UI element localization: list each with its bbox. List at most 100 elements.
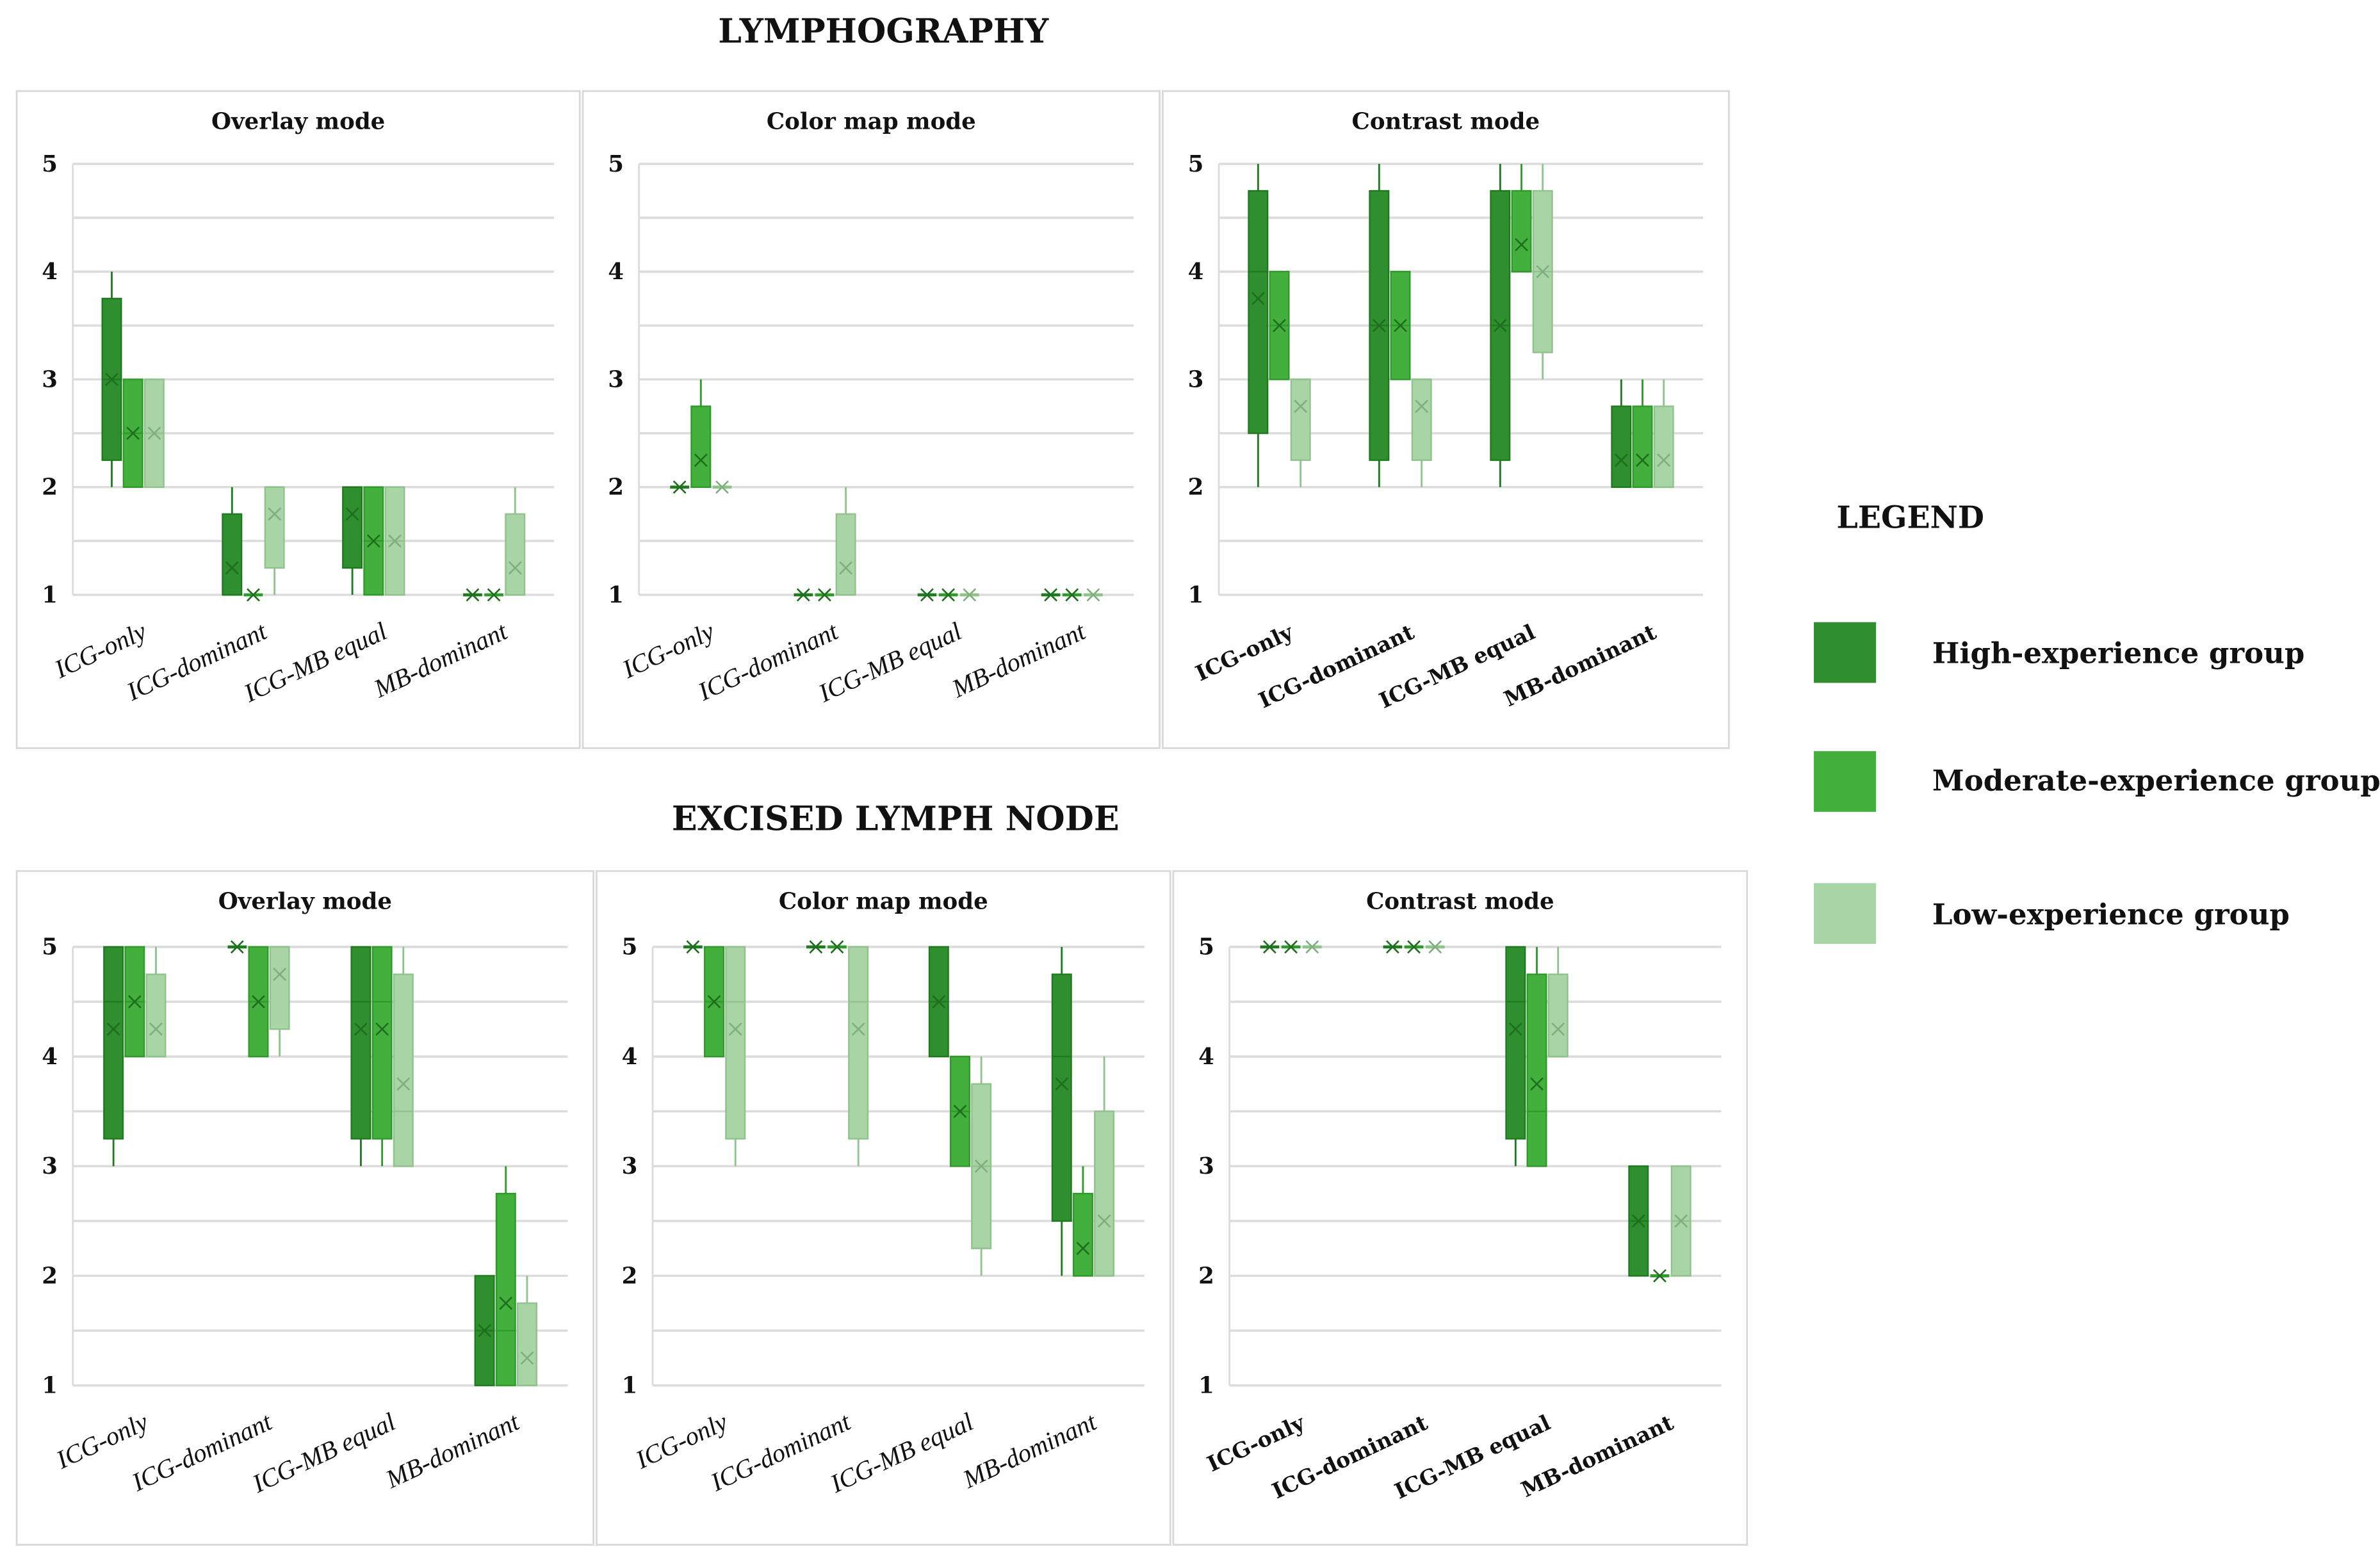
mean-marker — [707, 995, 721, 1008]
box-iqr — [1072, 1192, 1093, 1277]
box-moderate — [1526, 946, 1547, 1167]
box-moderate — [815, 588, 835, 602]
mean-marker — [466, 588, 480, 602]
box-low — [505, 487, 526, 596]
y-tick-label: 5 — [42, 934, 58, 960]
mean-marker — [126, 426, 140, 441]
legend: LEGEND High-experience group Moderate-ex… — [1814, 501, 2380, 944]
box-high — [1041, 588, 1061, 602]
panel-overlay-mode: Overlay mode12345ICG-onlyICG-dominantICG… — [15, 870, 595, 1546]
mean-marker — [1653, 1269, 1667, 1283]
mean-marker — [388, 534, 402, 548]
panel-title: Color map mode — [779, 889, 988, 915]
y-tick-label: 1 — [42, 1373, 58, 1399]
box-moderate — [1072, 1166, 1093, 1277]
box-low — [264, 486, 285, 595]
panel-contrast-mode: Contrast mode12345ICG-onlyICG-dominantIC… — [1172, 870, 1748, 1546]
mean-marker — [715, 480, 729, 494]
mean-marker — [520, 1351, 534, 1365]
box-low — [1670, 1165, 1691, 1277]
mean-marker — [499, 1296, 513, 1310]
legend-label-low: Low-experience group — [1932, 897, 2290, 931]
mean-marker — [1493, 318, 1507, 332]
box-high — [1369, 163, 1390, 487]
y-tick-label: 3 — [1198, 1153, 1214, 1179]
section-excised-lymph-node: EXCISED LYMPH NODE Overlay mode12345ICG-o… — [15, 799, 1748, 1546]
mean-marker — [818, 588, 831, 602]
y-tick-label: 2 — [42, 474, 58, 501]
box-moderate — [363, 486, 384, 596]
box-iqr — [1511, 190, 1532, 273]
box-iqr — [835, 513, 856, 596]
box-iqr — [1094, 1110, 1115, 1277]
mean-marker — [252, 995, 265, 1008]
legend-label-high: High-experience group — [1932, 636, 2304, 670]
section-title: LYMPHOGRAPHY — [718, 12, 1049, 51]
box-moderate — [371, 946, 393, 1167]
y-tick-label: 4 — [608, 259, 624, 285]
box-iqr — [1526, 973, 1547, 1167]
mean-marker — [1372, 318, 1386, 332]
box-low — [143, 378, 165, 488]
mean-marker — [1385, 940, 1399, 954]
y-tick-label: 1 — [42, 582, 58, 608]
legend-title: LEGEND — [1837, 501, 1984, 536]
box-moderate — [1269, 271, 1290, 380]
panel-color-map-mode: Color map mode12345ICG-onlyICG-dominantI… — [595, 870, 1171, 1546]
panel-title: Overlay mode — [211, 108, 385, 134]
y-tick-label: 1 — [608, 582, 624, 608]
y-tick-label: 4 — [1188, 259, 1204, 285]
box-high — [342, 486, 363, 595]
box-low — [516, 1276, 537, 1386]
box-iqr — [1547, 973, 1569, 1058]
box-moderate — [124, 946, 145, 1058]
box-iqr — [371, 946, 393, 1140]
mean-marker — [1636, 453, 1649, 467]
box-high — [670, 480, 689, 494]
mean-marker — [1076, 1242, 1090, 1256]
box-low — [269, 946, 290, 1057]
mean-marker — [487, 588, 501, 602]
y-tick-label: 3 — [42, 366, 58, 393]
mean-marker — [920, 588, 934, 602]
box-iqr — [1505, 946, 1526, 1140]
mean-marker — [1294, 400, 1308, 413]
box-low — [725, 946, 746, 1167]
box-iqr — [1290, 378, 1311, 461]
section-title: EXCISED LYMPH NODE — [672, 799, 1120, 838]
mean-marker — [1284, 940, 1298, 954]
box-high — [227, 940, 247, 954]
mean-marker — [1428, 940, 1442, 954]
box-low — [384, 486, 405, 596]
box-low — [1532, 163, 1553, 380]
box-iqr — [725, 946, 746, 1140]
box-moderate — [248, 946, 269, 1058]
box-moderate — [1390, 271, 1411, 380]
box-moderate — [495, 1166, 516, 1386]
mean-marker — [1263, 940, 1276, 954]
y-tick-label: 4 — [622, 1044, 638, 1070]
box-high — [103, 946, 124, 1167]
y-tick-label: 2 — [1188, 474, 1204, 501]
mean-marker — [1508, 1022, 1522, 1036]
y-tick-label: 2 — [622, 1263, 638, 1289]
box-low — [1411, 378, 1432, 487]
box-moderate — [1281, 940, 1301, 954]
y-tick-label: 3 — [622, 1153, 638, 1179]
box-moderate — [1062, 588, 1082, 602]
mean-marker — [354, 1022, 368, 1036]
box-moderate — [704, 946, 725, 1058]
y-tick-label: 5 — [1198, 934, 1214, 960]
mean-marker — [1631, 1214, 1645, 1228]
mean-marker — [230, 940, 244, 954]
mean-marker — [268, 507, 282, 521]
mean-marker — [1657, 453, 1671, 467]
box-low — [1084, 588, 1103, 602]
box-moderate — [1650, 1269, 1670, 1283]
mean-marker — [366, 534, 380, 548]
box-low — [1653, 379, 1674, 488]
panel-frame — [1172, 870, 1748, 1546]
box-high — [1383, 940, 1403, 954]
